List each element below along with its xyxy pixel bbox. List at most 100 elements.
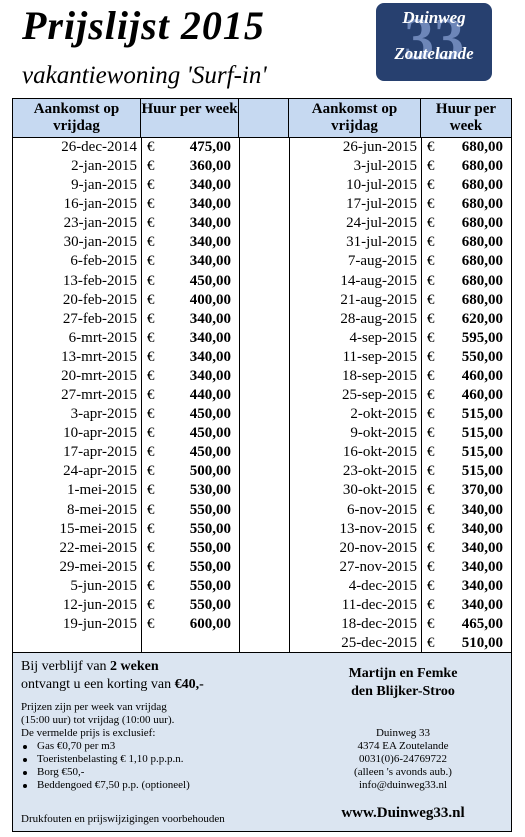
info-line: Prijzen zijn per week van vrijdag — [21, 701, 167, 713]
price: 340,00 — [189, 329, 231, 346]
bullet-dot — [23, 758, 27, 762]
price: 550,00 — [189, 539, 231, 556]
currency: € — [147, 463, 155, 480]
currency: € — [147, 616, 155, 632]
price: 340,00 — [189, 348, 231, 365]
currency: € — [427, 558, 435, 575]
currency: € — [147, 367, 155, 384]
currency: € — [147, 406, 155, 423]
address-line: 0031(0)6-24769722 — [359, 753, 447, 765]
bullet: Beddengoed €7,50 p.p. (optioneel) — [21, 779, 190, 792]
date: 30-jan-2015 — [63, 234, 137, 251]
currency: € — [427, 234, 435, 251]
currency: € — [427, 577, 435, 594]
currency: € — [147, 482, 155, 499]
bullet-dot — [23, 745, 27, 749]
price: 530,00 — [189, 482, 231, 499]
date: 23-jan-2015 — [63, 215, 137, 232]
date: 25-dec-2015 — [341, 635, 417, 652]
currency: € — [147, 329, 155, 346]
header-cell: Aankomst op vrijdag — [13, 99, 141, 138]
date: 2-okt-2015 — [350, 406, 417, 423]
price: 550,00 — [189, 577, 231, 594]
owner: den Blijker-Stroo — [351, 684, 455, 699]
column-line — [421, 138, 422, 653]
price: 340,00 — [189, 253, 231, 270]
date: 8-mei-2015 — [67, 501, 137, 518]
price: 515,00 — [461, 406, 503, 423]
header-cell: Huur per week — [421, 99, 511, 138]
currency: € — [147, 348, 155, 365]
date: 29-mei-2015 — [59, 558, 137, 575]
price: 465,00 — [461, 616, 503, 632]
currency: € — [147, 291, 155, 308]
date: 18-dec-2015 — [341, 616, 417, 632]
price: 460,00 — [461, 367, 503, 384]
currency: € — [427, 616, 435, 632]
date: 10-apr-2015 — [63, 425, 137, 442]
date: 24-apr-2015 — [63, 463, 137, 480]
currency: € — [147, 196, 155, 213]
price: 475,00 — [189, 139, 231, 155]
price: 510,00 — [461, 635, 503, 652]
date: 16-okt-2015 — [342, 444, 417, 461]
date: 26-jun-2015 — [342, 139, 417, 155]
currency: € — [427, 596, 435, 613]
date: 2-jan-2015 — [71, 158, 137, 175]
spacer — [303, 701, 503, 727]
currency: € — [147, 444, 155, 461]
info-line: (15:00 uur) tot vrijdag (10:00 uur). — [21, 714, 175, 726]
date: 13-mrt-2015 — [61, 348, 137, 365]
logo-number: 33 — [404, 6, 464, 72]
logo-bottom: Zoutelande — [394, 44, 474, 63]
date: 1-mei-2015 — [67, 482, 137, 499]
column-line — [289, 138, 290, 653]
currency: € — [147, 177, 155, 194]
currency: € — [147, 387, 155, 404]
price: 340,00 — [461, 558, 503, 575]
date: 16-jan-2015 — [63, 196, 137, 213]
currency: € — [427, 539, 435, 556]
price: 595,00 — [461, 329, 503, 346]
price: 340,00 — [189, 234, 231, 251]
date: 9-okt-2015 — [350, 425, 417, 442]
date: 5-jun-2015 — [70, 577, 137, 594]
info: Prijzen zijn per week van vrijdag (15:00 … — [21, 701, 190, 792]
currency: € — [147, 520, 155, 537]
price: 680,00 — [461, 139, 503, 155]
price: 450,00 — [189, 444, 231, 461]
date: 6-nov-2015 — [347, 501, 417, 518]
bullet: Borg €50,- — [21, 766, 190, 779]
date: 15-mei-2015 — [59, 520, 137, 537]
date: 13-nov-2015 — [339, 520, 418, 537]
price: 600,00 — [189, 616, 231, 632]
title: Prijslijst 2015 — [22, 3, 265, 48]
bullet-dot — [23, 771, 27, 775]
address-line: info@duinweg33.nl — [358, 779, 448, 791]
currency: € — [147, 253, 155, 270]
date: 7-aug-2015 — [347, 253, 417, 270]
price: 340,00 — [461, 501, 503, 518]
price: 340,00 — [189, 367, 231, 384]
currency: € — [147, 215, 155, 232]
date: 3-jul-2015 — [353, 158, 417, 175]
price: 515,00 — [461, 444, 503, 461]
date: 13-feb-2015 — [62, 272, 137, 289]
logo-top: Duinweg — [402, 8, 466, 27]
date: 10-jul-2015 — [346, 177, 417, 194]
date: 4-sep-2015 — [349, 329, 418, 346]
price-table: Aankomst op vrijdag Huur per week Aankomst… — [12, 98, 512, 653]
currency: € — [427, 139, 435, 155]
price: 680,00 — [461, 215, 503, 232]
currency: € — [427, 501, 435, 518]
date: 20-mrt-2015 — [61, 367, 137, 384]
date: 21-aug-2015 — [340, 291, 417, 308]
price: 680,00 — [461, 234, 503, 251]
currency: € — [427, 196, 435, 213]
price: 680,00 — [461, 253, 503, 270]
currency: € — [427, 215, 435, 232]
currency: € — [147, 577, 155, 594]
currency: € — [147, 272, 155, 289]
currency: € — [147, 234, 155, 251]
currency: € — [427, 272, 435, 289]
